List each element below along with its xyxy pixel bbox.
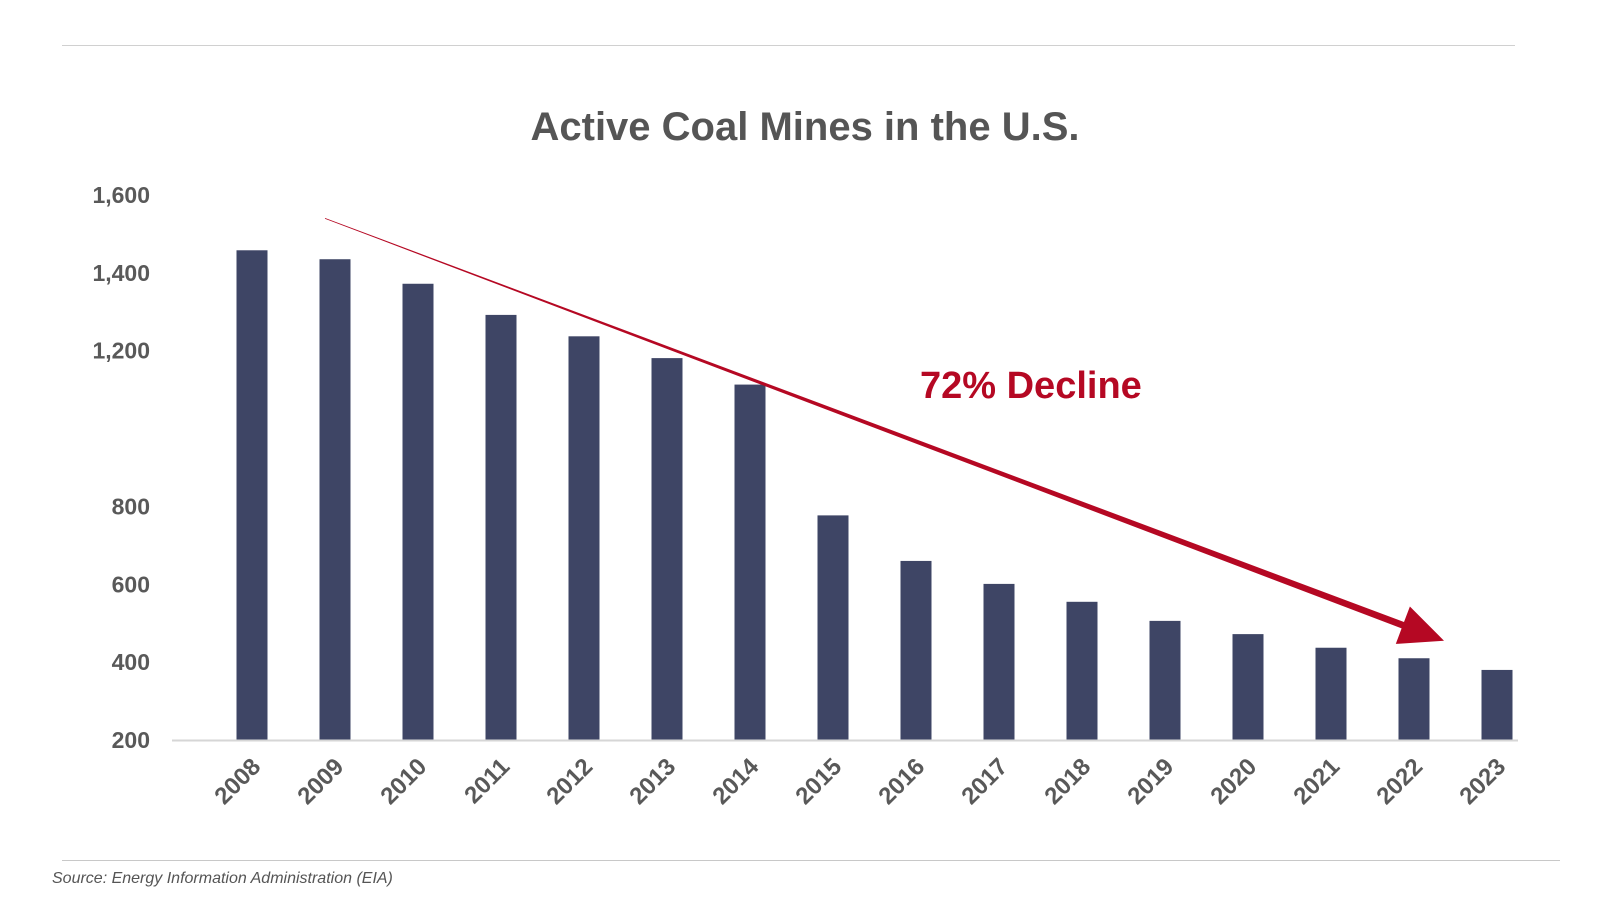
x-tick-label: 2019	[1122, 753, 1179, 810]
x-tick-label: 2017	[956, 753, 1013, 810]
x-tick-label: 2016	[873, 753, 930, 810]
x-tick-label: 2009	[292, 753, 349, 810]
bar-2021	[1315, 647, 1347, 740]
x-tick-label: 2014	[707, 753, 764, 810]
y-tick-label: 600	[112, 571, 150, 597]
x-tick-label: 2012	[541, 753, 598, 810]
x-axis-ticks: 2008 2009 2010 2011 2012 2013 2014 2015 2016 2017…	[209, 753, 1511, 810]
x-tick-label: 2018	[1039, 753, 1096, 810]
bar-2010	[402, 283, 434, 740]
x-tick-label: 2008	[209, 753, 266, 810]
x-tick-label: 2015	[790, 753, 847, 810]
x-tick-label: 2023	[1454, 753, 1511, 810]
x-tick-label: 2021	[1288, 753, 1345, 810]
decline-arrow-shape	[324, 218, 1444, 644]
x-tick-label: 2013	[624, 753, 681, 810]
y-tick-label: 800	[112, 493, 150, 519]
top-divider	[62, 45, 1515, 46]
decline-arrow	[324, 218, 1444, 644]
bar-2020	[1232, 634, 1264, 740]
y-tick-label: 1,400	[92, 260, 150, 286]
bar-2016	[900, 560, 932, 740]
bar-2008	[236, 250, 268, 740]
bar-2012	[568, 336, 600, 740]
bar-2018	[1066, 601, 1098, 740]
x-tick-label: 2010	[375, 753, 432, 810]
bar-2015	[817, 515, 849, 740]
x-tick-label: 2020	[1205, 753, 1262, 810]
bar-2017	[983, 583, 1015, 740]
source-note: Source: Energy Information Administratio…	[52, 870, 393, 887]
y-tick-label: 200	[112, 727, 150, 753]
x-tick-label: 2022	[1371, 753, 1428, 810]
y-tick-label: 1,200	[92, 338, 150, 364]
bars	[236, 250, 1513, 740]
bar-2009	[319, 259, 351, 740]
chart-title: Active Coal Mines in the U.S.	[530, 105, 1079, 149]
bar-2013	[651, 358, 683, 740]
bar-2019	[1149, 620, 1181, 740]
x-tick-label: 2011	[459, 753, 515, 809]
y-tick-label: 400	[112, 649, 150, 675]
decline-annotation: 72% Decline	[920, 365, 1142, 407]
y-tick-label: 1,600	[92, 182, 150, 208]
bottom-divider	[62, 860, 1560, 861]
bar-2011	[485, 314, 517, 740]
bar-2022	[1398, 658, 1430, 740]
bar-2014	[734, 384, 766, 740]
y-axis-ticks: 200 400 600 800 1,200 1,400 1,600	[92, 182, 150, 753]
bar-2023	[1481, 669, 1513, 740]
